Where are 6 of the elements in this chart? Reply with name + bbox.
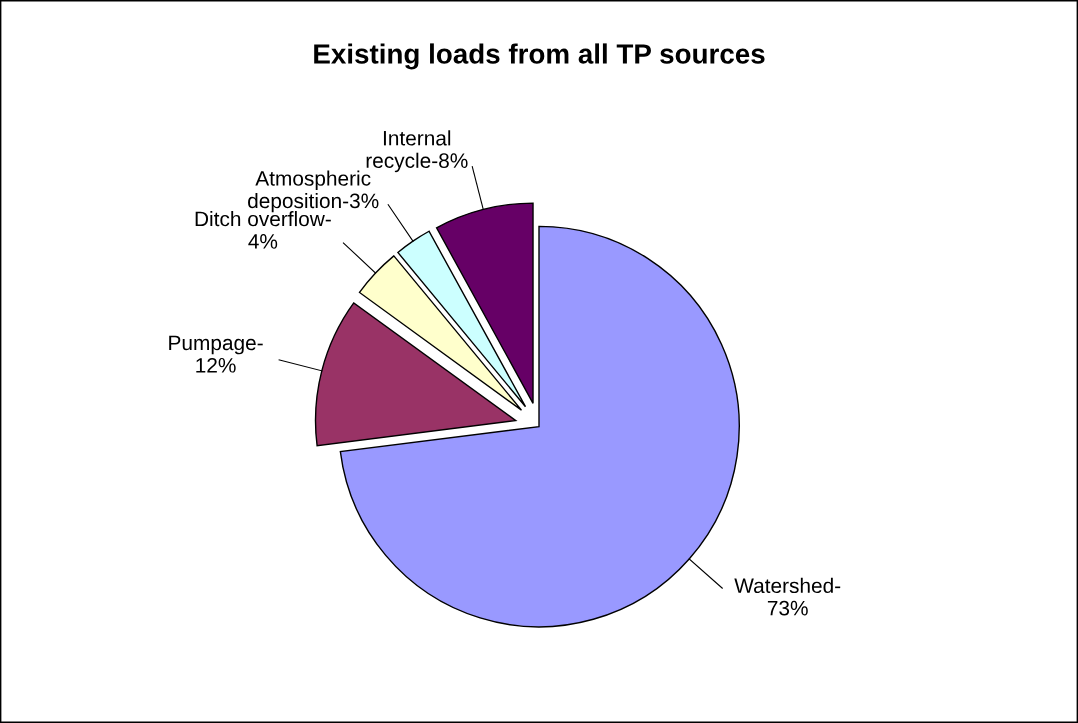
slice-label: Pumpage- 12% xyxy=(169,335,263,373)
slice-label: Internal recycle-8% xyxy=(366,130,468,173)
chart-title: Existing loads from all TP sources xyxy=(314,43,765,70)
slice-label: Atmospheric deposition-3% xyxy=(248,170,379,213)
slice-label: Watershed- 73% xyxy=(734,577,841,616)
slice-label: Ditch overflow- 4% xyxy=(195,211,331,249)
